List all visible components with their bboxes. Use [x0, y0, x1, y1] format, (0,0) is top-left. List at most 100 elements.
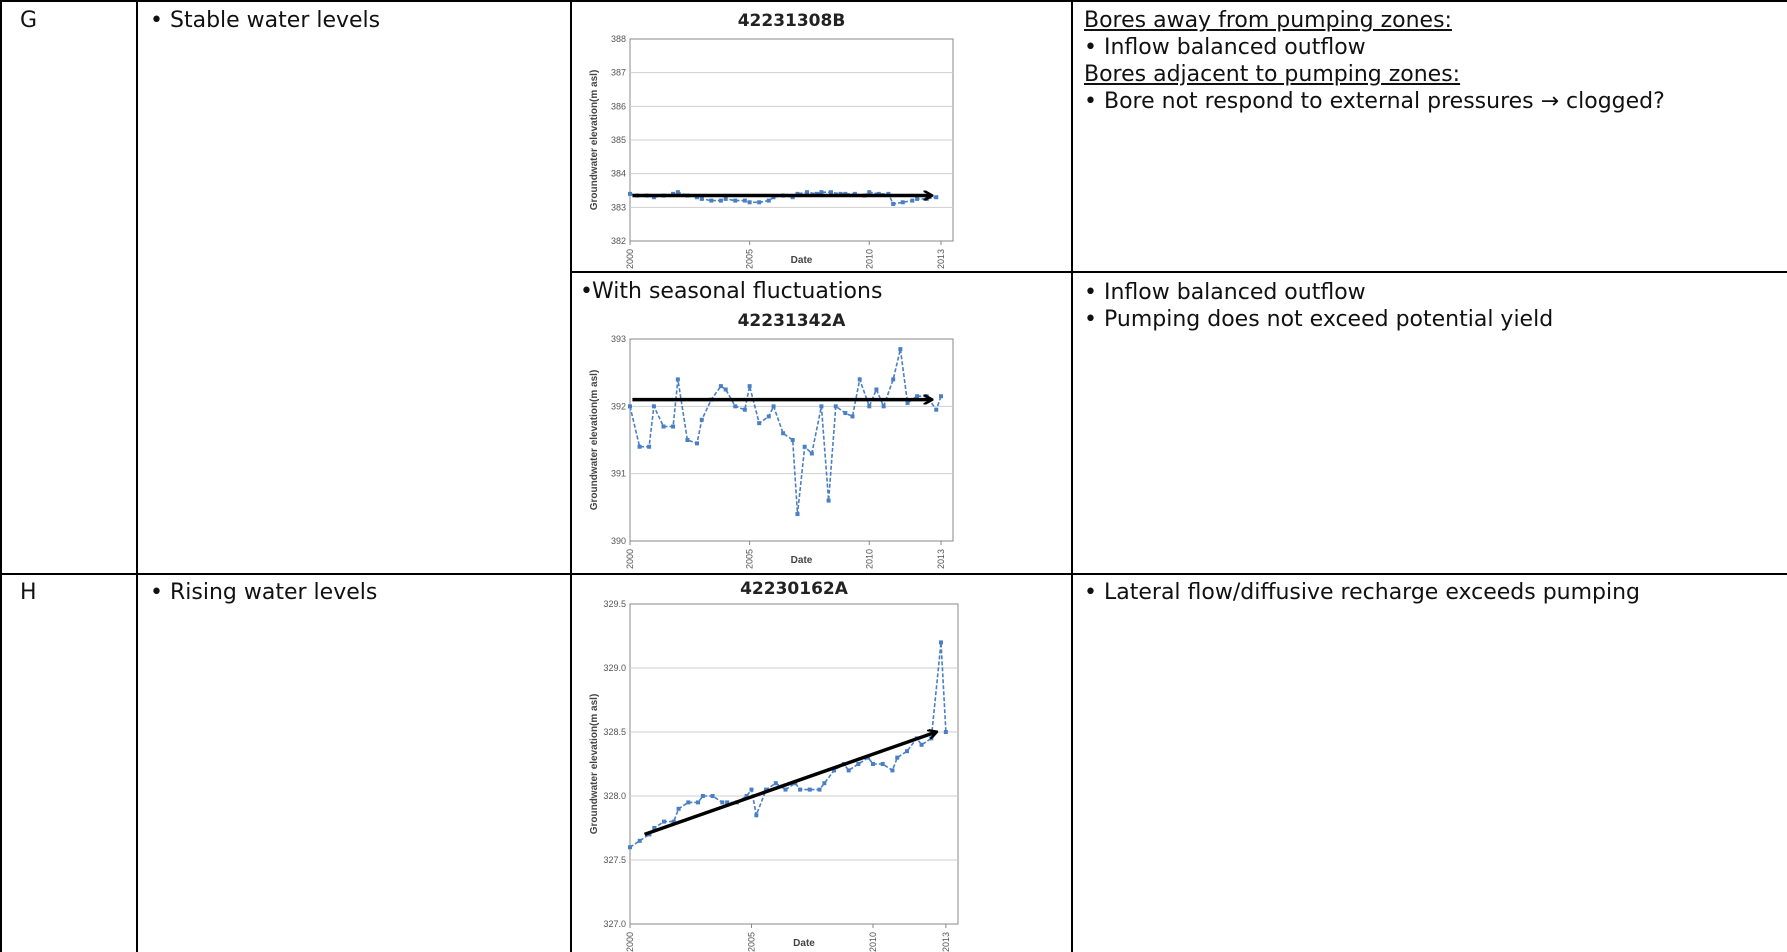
data-point	[846, 768, 851, 773]
x-tick-label: 2000	[625, 549, 635, 569]
data-point	[943, 730, 948, 734]
x-tick-label: 2000	[625, 249, 635, 269]
y-tick-label: 327.0	[603, 919, 626, 929]
data-point	[652, 826, 657, 830]
data-point	[744, 794, 749, 798]
data-point	[891, 201, 896, 206]
data-point	[919, 742, 924, 747]
x-tick-label: 2010	[868, 932, 878, 952]
row-id: H	[20, 580, 37, 605]
data-point	[723, 196, 728, 201]
data-point	[651, 404, 656, 409]
row-description: Stable water levels	[150, 7, 550, 34]
data-point	[898, 347, 903, 352]
x-tick-label: 2010	[864, 249, 874, 269]
panel-note: With seasonal fluctuations	[580, 278, 1060, 305]
data-point	[747, 200, 752, 205]
data-point	[904, 749, 909, 754]
data-point	[628, 404, 632, 409]
data-point	[709, 198, 714, 203]
data-point	[783, 787, 788, 792]
data-point	[637, 444, 642, 449]
interp-bullet: Inflow balanced outflow	[1084, 279, 1774, 306]
data-point	[856, 762, 861, 766]
data-point	[754, 813, 759, 818]
data-point	[850, 414, 855, 419]
data-point	[910, 198, 915, 203]
data-point	[781, 431, 786, 436]
data-point	[809, 451, 814, 456]
data-point	[828, 190, 833, 195]
data-point	[699, 196, 704, 201]
plot-area	[629, 338, 954, 542]
chart-42231308B: 42231308B 382 383 384 385 386 387 388 2000 2005 20…	[585, 6, 965, 269]
data-point	[685, 438, 690, 442]
y-tick-label: 391	[611, 469, 626, 479]
data-point	[843, 411, 848, 416]
trend-arrow	[643, 732, 937, 837]
chart-42231342A: 42231342A 390 391 392 393 2000 2005 2010 2013 Dat…	[585, 306, 965, 569]
data-point	[870, 762, 875, 766]
x-tick-label: 2000	[625, 932, 635, 952]
data-point	[934, 407, 939, 412]
col-divider-2	[570, 0, 572, 952]
y-tick-label: 393	[611, 334, 626, 344]
y-tick-label: 386	[611, 101, 626, 111]
y-axis-label: Groundwater elevation(m asl)	[589, 370, 600, 511]
data-point	[710, 794, 715, 798]
data-point	[832, 768, 837, 773]
y-tick-label: 327.5	[603, 855, 626, 865]
row-divider	[0, 573, 1787, 575]
x-tick-label: 2013	[936, 549, 946, 569]
row-g-panel-divider	[570, 271, 1787, 273]
data-point	[662, 819, 667, 824]
series-line	[629, 642, 947, 848]
interpretation-g2: Inflow balanced outflow Pumping does not…	[1084, 279, 1774, 333]
data-point	[742, 407, 747, 412]
data-point	[671, 819, 676, 824]
interp-bullet: Bore not respond to external pressures →…	[1084, 88, 1774, 115]
col-divider-1	[136, 0, 138, 952]
table-top-border	[0, 0, 1787, 2]
data-point	[661, 424, 666, 429]
interp-bullet: Pumping does not exceed potential yield	[1084, 306, 1774, 333]
data-point	[686, 800, 691, 805]
data-point	[725, 800, 730, 805]
chart-title: 42231342A	[738, 311, 847, 331]
data-point	[675, 190, 680, 195]
data-point	[874, 387, 879, 392]
y-tick-label: 385	[611, 135, 626, 145]
data-point	[938, 640, 943, 645]
data-point	[900, 200, 905, 205]
y-tick-label: 392	[611, 401, 626, 411]
x-axis-label: Date	[791, 555, 813, 566]
data-point	[924, 196, 929, 201]
description-item: Rising water levels	[150, 579, 550, 606]
data-point	[890, 768, 895, 773]
data-point	[694, 441, 699, 446]
data-point	[819, 190, 824, 195]
data-point	[771, 404, 776, 409]
interp-bullet: Inflow balanced outflow	[1084, 34, 1774, 61]
plot-area	[629, 603, 959, 925]
series-line	[629, 348, 942, 515]
y-tick-label: 329.5	[603, 599, 626, 609]
data-point	[939, 394, 944, 399]
interp-heading-away: Bores away from pumping zones:	[1084, 8, 1452, 33]
data-point	[805, 190, 810, 195]
data-point	[700, 794, 705, 798]
data-point	[929, 736, 934, 741]
y-tick-label: 383	[611, 202, 626, 212]
x-axis-label: Date	[793, 938, 815, 949]
x-tick-label: 2010	[864, 549, 874, 569]
table-left-border	[0, 0, 2, 952]
interpretation-g1: Bores away from pumping zones: Inflow ba…	[1084, 7, 1774, 115]
data-point	[766, 198, 771, 203]
data-point	[718, 198, 723, 203]
col-divider-3	[1071, 0, 1073, 952]
data-point	[857, 377, 862, 382]
data-point	[798, 787, 803, 792]
y-axis-label: Groundwater elevation(m asl)	[589, 694, 600, 835]
description-item: Stable water levels	[150, 7, 550, 34]
note-item: With seasonal fluctuations	[580, 278, 1060, 305]
